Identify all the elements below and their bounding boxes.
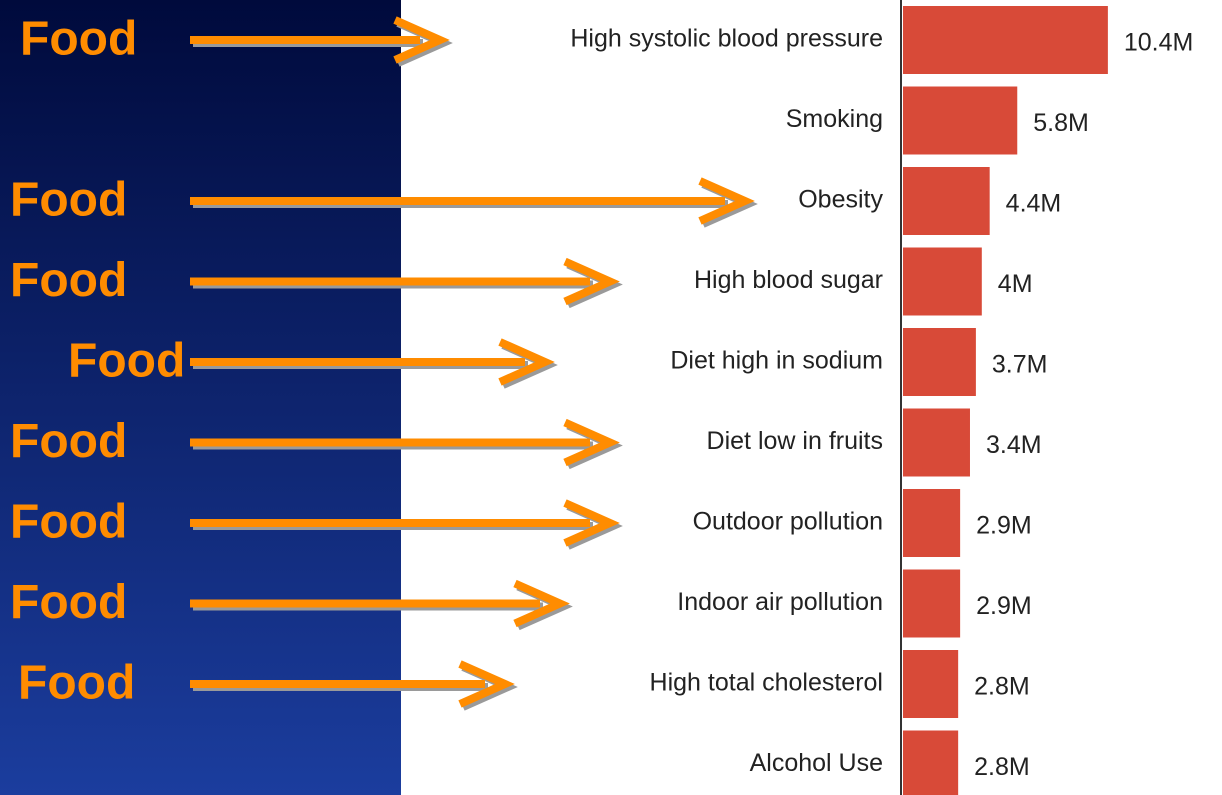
bar xyxy=(903,247,982,316)
category-label: Obesity xyxy=(798,186,883,214)
arrow-head xyxy=(563,418,620,467)
value-label: 2.9M xyxy=(976,592,1032,620)
annotation-arrow xyxy=(190,257,623,309)
left-panel xyxy=(0,0,401,795)
annotation-text: Food xyxy=(10,254,127,307)
annotation-arrow xyxy=(190,499,623,550)
category-label: Smoking xyxy=(786,105,883,133)
annotation-arrow xyxy=(190,579,573,631)
arrow-head xyxy=(563,499,620,547)
bar xyxy=(903,167,990,235)
annotation-arrow xyxy=(190,660,518,711)
arrow-head xyxy=(563,257,620,306)
arrow-head xyxy=(458,660,515,708)
value-label: 4.4M xyxy=(1006,190,1062,218)
category-label: Alcohol Use xyxy=(750,749,883,777)
value-label: 5.8M xyxy=(1033,109,1089,137)
value-label: 3.7M xyxy=(992,351,1048,379)
category-label: Outdoor pollution xyxy=(693,508,883,536)
value-label: 2.8M xyxy=(974,673,1030,701)
category-label: High blood sugar xyxy=(694,266,883,294)
category-label: High systolic blood pressure xyxy=(570,25,883,53)
arrow-head xyxy=(513,579,570,628)
annotation-text: Food xyxy=(68,335,185,388)
arrow-head xyxy=(393,16,450,64)
bar xyxy=(903,6,1108,74)
category-label: Diet low in fruits xyxy=(707,427,883,455)
bar xyxy=(903,489,961,557)
bar xyxy=(903,569,961,638)
bar xyxy=(903,650,959,718)
annotation-text: Food xyxy=(20,13,137,66)
bar xyxy=(903,730,959,795)
value-label: 3.4M xyxy=(986,431,1042,459)
value-label: 2.8M xyxy=(974,753,1030,781)
value-label: 2.9M xyxy=(976,512,1032,540)
annotation-text: Food xyxy=(10,174,127,227)
arrow-head xyxy=(498,338,555,386)
category-label: Diet high in sodium xyxy=(670,347,883,375)
annotation-arrow xyxy=(190,16,453,67)
category-label: Indoor air pollution xyxy=(677,588,883,616)
category-label: High total cholesterol xyxy=(650,669,883,697)
value-label: 10.4M xyxy=(1124,29,1193,57)
annotation-arrow xyxy=(190,338,558,389)
annotation-text: Food xyxy=(18,657,135,710)
bar xyxy=(903,328,976,396)
value-label: 4M xyxy=(998,270,1033,298)
bar xyxy=(903,86,1018,155)
annotation-text: Food xyxy=(10,576,127,629)
bar xyxy=(903,408,970,477)
annotation-text: Food xyxy=(10,496,127,549)
annotation-arrow xyxy=(190,418,623,470)
arrow-head xyxy=(698,177,755,225)
annotation-arrow xyxy=(190,177,758,228)
annotation-text: Food xyxy=(10,415,127,468)
